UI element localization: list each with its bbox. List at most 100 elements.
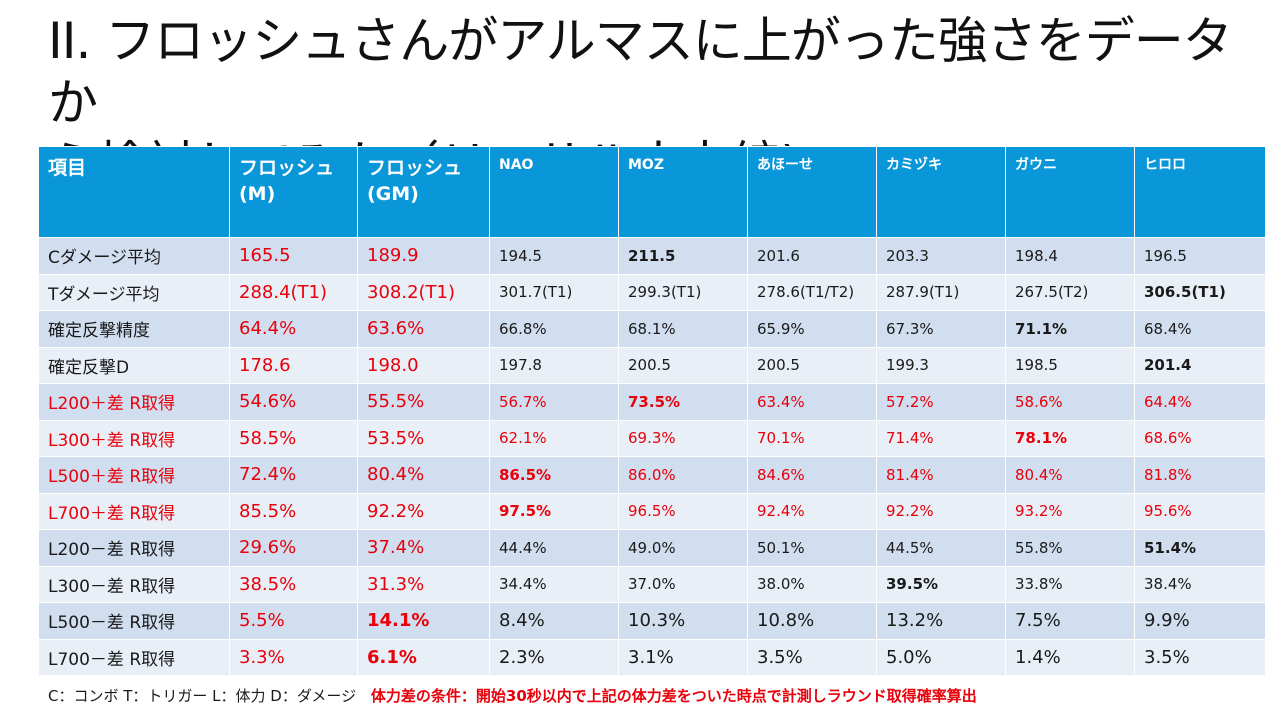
table-cell: 200.5 (618, 346, 748, 384)
table-cell: 200.5 (747, 346, 877, 384)
table-cell: 198.4 (1005, 237, 1135, 275)
table-cell: 211.5 (618, 237, 748, 275)
header-cell: あほーせ (747, 146, 877, 238)
table-cell: 81.8% (1134, 456, 1266, 494)
table-cell: 44.5% (876, 529, 1006, 567)
footer-legend: C：コンボ T：トリガー L：体力 D：ダメージ (48, 687, 357, 705)
row-label: L700－差 R取得 (38, 638, 230, 676)
table-cell: 178.6 (229, 346, 358, 384)
table-cell: 38.5% (229, 565, 358, 603)
table-cell: 31.3% (357, 565, 490, 603)
row-label: L300－差 R取得 (38, 565, 230, 603)
table-cell: 201.6 (747, 237, 877, 275)
header-cell: フロッシュ (GM) (357, 146, 490, 238)
table-cell: 50.1% (747, 529, 877, 567)
row-label: Tダメージ平均 (38, 273, 230, 311)
table-row: L500－差 R取得 5.5% 14.1% 8.4% 10.3% 10.8% 13.2% 7.… (38, 602, 1266, 640)
table-cell: 199.3 (876, 346, 1006, 384)
table-cell: 62.1% (489, 419, 619, 457)
table-cell: 34.4% (489, 565, 619, 603)
table-cell: 38.0% (747, 565, 877, 603)
table-cell: 92.2% (357, 492, 490, 530)
table-row: L200＋差 R取得 54.6% 55.5% 56.7% 73.5% 63.4% 57.2%… (38, 383, 1266, 421)
table-cell: 13.2% (876, 602, 1006, 640)
table-row: L300－差 R取得 38.5% 31.3% 34.4% 37.0% 38.0% 39.5%… (38, 565, 1266, 603)
table-cell: 95.6% (1134, 492, 1266, 530)
table-cell: 3.3% (229, 638, 358, 676)
table-cell: 3.1% (618, 638, 748, 676)
header-label: ヒロロ (1144, 157, 1186, 173)
table-cell: 1.4% (1005, 638, 1135, 676)
table-cell: 9.9% (1134, 602, 1266, 640)
table-cell: 58.5% (229, 419, 358, 457)
table-cell: 278.6(T1/T2) (747, 273, 877, 311)
table-row: L700－差 R取得 3.3% 6.1% 2.3% 3.1% 3.5% 5.0% 1.4% 3.… (38, 638, 1266, 676)
table-row: L700＋差 R取得 85.5% 92.2% 97.5% 96.5% 92.4% 92.2%… (38, 492, 1266, 530)
table-cell: 68.4% (1134, 310, 1266, 348)
table-cell: 68.6% (1134, 419, 1266, 457)
header-cell: カミヅキ (876, 146, 1006, 238)
table-cell: 7.5% (1005, 602, 1135, 640)
table-cell: 6.1% (357, 638, 490, 676)
header-label: フロッシュ (367, 157, 463, 179)
table-body: Cダメージ平均 165.5 189.9 194.5 211.5 201.6 203.3 198… (38, 237, 1266, 676)
table-cell: 78.1% (1005, 419, 1135, 457)
table-cell: 8.4% (489, 602, 619, 640)
table-cell: 73.5% (618, 383, 748, 421)
table-cell: 5.5% (229, 602, 358, 640)
table-cell: 86.5% (489, 456, 619, 494)
table-cell: 14.1% (357, 602, 490, 640)
table-cell: 196.5 (1134, 237, 1266, 275)
table-cell: 198.5 (1005, 346, 1135, 384)
table-cell: 96.5% (618, 492, 748, 530)
row-label: L200－差 R取得 (38, 529, 230, 567)
table-header-row: 項目 フロッシュ (M) フロッシュ (GM) NAO MOZ あほーせ カミヅキ ガウニ ヒロロ (38, 146, 1266, 238)
cell-suffix: (T1) (418, 281, 456, 303)
table-cell: 189.9 (357, 237, 490, 275)
header-label: NAO (499, 157, 534, 173)
row-label: L200＋差 R取得 (38, 383, 230, 421)
header-sublabel: (M) (239, 183, 276, 205)
table-cell: 63.6% (357, 310, 490, 348)
row-label: L300＋差 R取得 (38, 419, 230, 457)
table-cell: 58.6% (1005, 383, 1135, 421)
header-cell: フロッシュ (M) (229, 146, 358, 238)
table-cell: 301.7(T1) (489, 273, 619, 311)
header-cell: ヒロロ (1134, 146, 1266, 238)
table-cell: 85.5% (229, 492, 358, 530)
table-row: L300＋差 R取得 58.5% 53.5% 62.1% 69.3% 70.1% 71.4%… (38, 419, 1266, 457)
table-cell: 67.3% (876, 310, 1006, 348)
table-cell: 3.5% (747, 638, 877, 676)
table-cell: 267.5(T2) (1005, 273, 1135, 311)
table-cell: 194.5 (489, 237, 619, 275)
table-cell: 299.3(T1) (618, 273, 748, 311)
table-cell: 92.4% (747, 492, 877, 530)
header-cell: 項目 (38, 146, 230, 238)
row-label: L700＋差 R取得 (38, 492, 230, 530)
table-cell: 56.7% (489, 383, 619, 421)
table-cell: 5.0% (876, 638, 1006, 676)
table-cell: 38.4% (1134, 565, 1266, 603)
table-cell: 29.6% (229, 529, 358, 567)
table-cell: 86.0% (618, 456, 748, 494)
row-label: Cダメージ平均 (38, 237, 230, 275)
header-cell: MOZ (618, 146, 748, 238)
table-cell: 80.4% (357, 456, 490, 494)
header-sublabel: (GM) (367, 183, 419, 205)
table-cell: 54.6% (229, 383, 358, 421)
row-label: 確定反撃精度 (38, 310, 230, 348)
table-cell: 80.4% (1005, 456, 1135, 494)
table-cell: 49.0% (618, 529, 748, 567)
table-cell: 71.4% (876, 419, 1006, 457)
table-cell: 201.4 (1134, 346, 1266, 384)
table-cell: 44.4% (489, 529, 619, 567)
table-cell: 84.6% (747, 456, 877, 494)
table-row: 確定反撃精度 64.4% 63.6% 66.8% 68.1% 65.9% 67.3% 71.1… (38, 310, 1266, 348)
header-cell: ガウニ (1005, 146, 1135, 238)
table-cell: 165.5 (229, 237, 358, 275)
table-cell: 92.2% (876, 492, 1006, 530)
table-cell: 93.2% (1005, 492, 1135, 530)
table-cell: 64.4% (1134, 383, 1266, 421)
table-cell: 10.8% (747, 602, 877, 640)
table-cell: 68.1% (618, 310, 748, 348)
